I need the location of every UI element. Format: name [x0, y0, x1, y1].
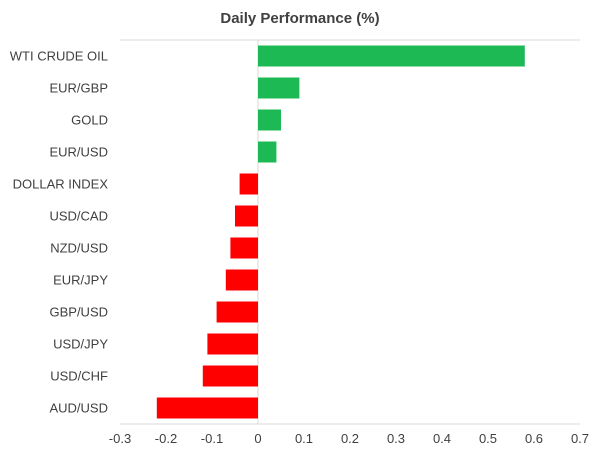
x-tick-label: 0.2: [341, 431, 359, 446]
x-tick-label: -0.3: [109, 431, 131, 446]
bar-gbp-usd: [216, 301, 258, 323]
bar-dollar-index: [239, 173, 258, 195]
category-label: USD/CAD: [49, 209, 108, 224]
category-label: USD/CHF: [50, 369, 108, 384]
bar-usd-chf: [202, 365, 258, 387]
x-tick-label: 0.6: [525, 431, 543, 446]
x-tick-label: 0.5: [479, 431, 497, 446]
bars-layer: [156, 45, 525, 419]
category-label: GBP/USD: [49, 305, 108, 320]
x-tick-label: 0.1: [295, 431, 313, 446]
bar-eur-gbp: [258, 77, 300, 99]
category-labels: WTI CRUDE OIL EUR/GBP GOLD EUR/USD DOLLAR IN…: [10, 49, 109, 416]
plot-area: WTI CRUDE OIL EUR/GBP GOLD EUR/USD DOLLAR IN…: [10, 39, 589, 446]
x-tick-label: 0.3: [387, 431, 405, 446]
category-label: EUR/GBP: [49, 81, 108, 96]
x-tick-label: 0: [254, 431, 261, 446]
category-label: EUR/USD: [49, 145, 108, 160]
bar-aud-usd: [156, 397, 258, 419]
bar-usd-jpy: [207, 333, 258, 355]
category-label: GOLD: [71, 113, 108, 128]
category-label: NZD/USD: [50, 241, 108, 256]
category-label: AUD/USD: [49, 401, 108, 416]
bar-usd-cad: [235, 205, 258, 227]
category-label: EUR/JPY: [53, 273, 108, 288]
bar-eur-usd: [258, 141, 277, 163]
x-tick-label: 0.4: [433, 431, 451, 446]
x-tick-label: -0.2: [155, 431, 177, 446]
category-label: DOLLAR INDEX: [13, 177, 109, 192]
bar-nzd-usd: [230, 237, 258, 259]
category-label: WTI CRUDE OIL: [10, 49, 108, 64]
chart-title: Daily Performance (%): [220, 10, 379, 27]
x-tick-labels: -0.3 -0.2 -0.1 0 0.1 0.2 0.3 0.4 0.5 0.6 0.7: [109, 431, 589, 446]
bar-gold: [258, 109, 281, 131]
x-tick-label: -0.1: [201, 431, 223, 446]
bar-wti-crude-oil: [258, 45, 525, 67]
x-tick-label: 0.7: [571, 431, 589, 446]
category-label: USD/JPY: [53, 337, 108, 352]
bar-eur-jpy: [225, 269, 258, 291]
